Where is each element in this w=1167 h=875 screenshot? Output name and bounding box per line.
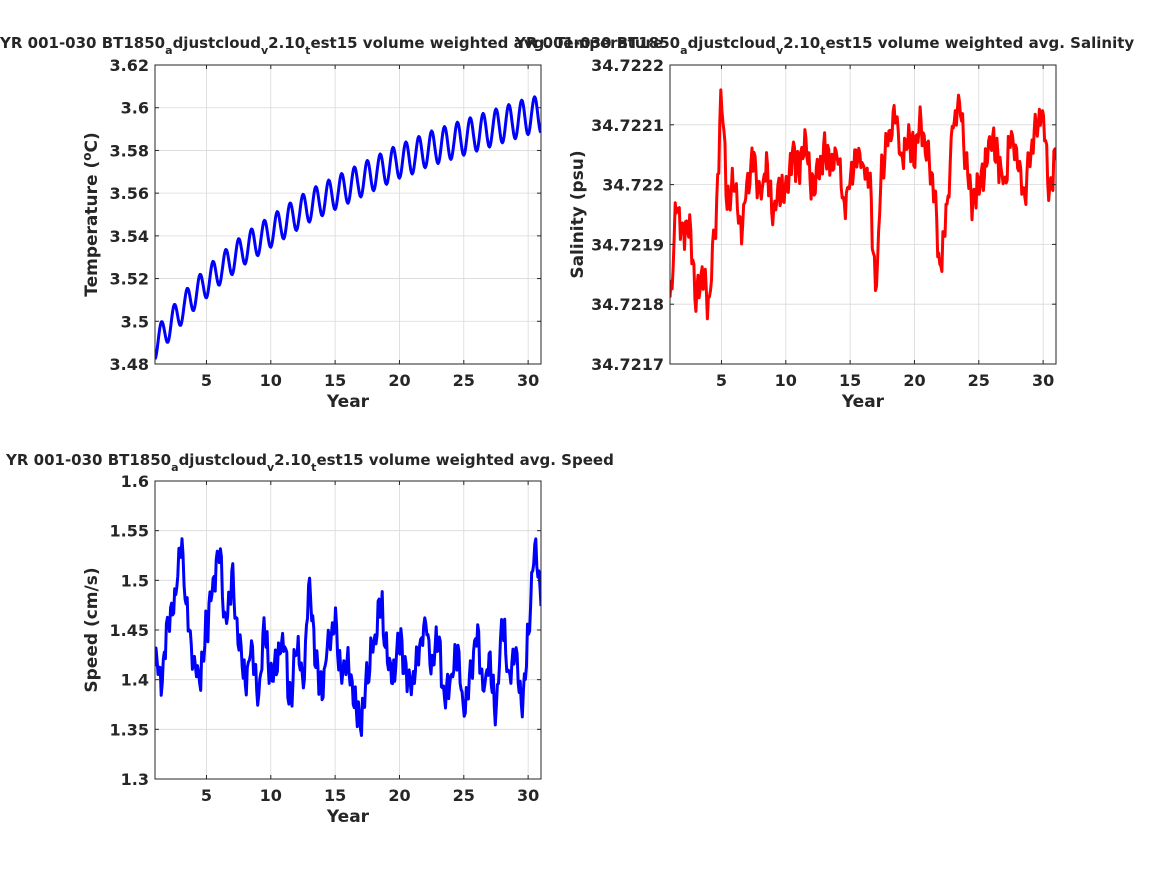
y-tick-label: 34.7217 xyxy=(591,355,664,374)
x-axis-label: Year xyxy=(326,392,370,412)
y-tick-label: 3.58 xyxy=(110,141,149,160)
y-tick-label: 34.7222 xyxy=(591,56,664,75)
y-tick-label: 3.54 xyxy=(110,227,149,246)
y-tick-label: 1.5 xyxy=(121,571,149,590)
x-tick-label: 10 xyxy=(260,371,282,390)
x-tick-label: 15 xyxy=(324,371,346,390)
x-axis-label: Year xyxy=(841,392,885,412)
x-tick-label: 15 xyxy=(324,786,346,805)
y-tick-label: 34.7221 xyxy=(591,116,664,135)
x-tick-label: 5 xyxy=(201,371,212,390)
chart-title: YR 001-030 BT1850adjustcloudv2.10test15 … xyxy=(514,34,1134,57)
x-tick-label: 20 xyxy=(903,371,925,390)
axes-box xyxy=(669,64,1057,365)
x-tick-label: 20 xyxy=(388,371,410,390)
x-tick-label: 25 xyxy=(453,371,475,390)
y-tick-label: 1.55 xyxy=(110,522,149,541)
y-tick-label: 1.4 xyxy=(121,671,149,690)
x-axis-label: Year xyxy=(326,807,370,827)
x-tick-label: 5 xyxy=(716,371,727,390)
x-tick-label: 30 xyxy=(517,371,539,390)
x-tick-label: 20 xyxy=(388,786,410,805)
y-tick-label: 1.45 xyxy=(110,621,149,640)
y-tick-label: 34.7218 xyxy=(591,295,664,314)
x-tick-label: 25 xyxy=(968,371,990,390)
y-axis-label: Salinity (psu) xyxy=(568,150,588,278)
chart-panel: 5 10 15 20 25 30 3.48 3.5 3.52 3.54 3.56 3.58 3.6 3.6… xyxy=(0,34,663,412)
x-tick-label: 30 xyxy=(1032,371,1054,390)
y-tick-label: 3.56 xyxy=(110,184,149,203)
y-tick-label: 1.6 xyxy=(121,472,149,491)
chart-title: YR 001-030 BT1850adjustcloudv2.10test15 … xyxy=(0,34,663,57)
chart-title: YR 001-030 BT1850adjustcloudv2.10test15 … xyxy=(5,451,614,474)
series-line xyxy=(155,95,541,360)
x-tick-label: 10 xyxy=(775,371,797,390)
series-line xyxy=(670,88,1056,321)
y-tick-label: 1.3 xyxy=(121,770,149,789)
y-tick-label: 3.62 xyxy=(110,56,149,75)
y-tick-label: 3.5 xyxy=(121,312,149,331)
y-tick-label: 34.722 xyxy=(602,176,664,195)
y-tick-label: 1.35 xyxy=(110,720,149,739)
y-tick-label: 34.7219 xyxy=(591,235,664,254)
y-tick-label: 3.52 xyxy=(110,270,149,289)
x-tick-label: 5 xyxy=(201,786,212,805)
axes-box xyxy=(154,64,542,365)
y-axis-label: Temperature (oC) xyxy=(80,132,102,296)
x-tick-label: 15 xyxy=(839,371,861,390)
x-tick-label: 25 xyxy=(453,786,475,805)
x-tick-label: 30 xyxy=(517,786,539,805)
y-tick-label: 3.48 xyxy=(110,355,149,374)
y-axis-label: Speed (cm/s) xyxy=(82,567,102,692)
chart-panel: 5 10 15 20 25 30 1.3 1.35 1.4 1.45 1.5 1.55 1.6 Year S… xyxy=(5,451,614,827)
y-tick-label: 3.6 xyxy=(121,99,149,118)
series-line xyxy=(155,537,541,737)
chart-panel: 5 10 15 20 25 30 34.7217 34.7218 34.7219 34.722 34… xyxy=(514,34,1134,412)
x-tick-label: 10 xyxy=(260,786,282,805)
